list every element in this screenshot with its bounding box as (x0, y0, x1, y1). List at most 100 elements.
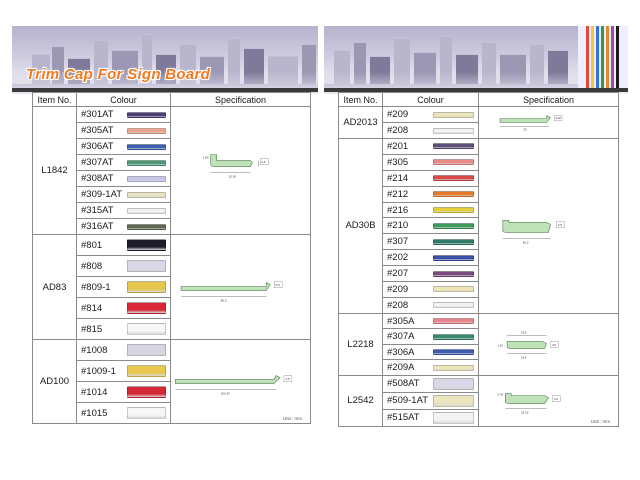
dim-height: 4.18 (555, 116, 561, 120)
item-no: L2542 (338, 374, 383, 427)
colour-swatch (432, 238, 475, 245)
header-colour: Colour (381, 92, 480, 107)
colour-code: #216 (382, 201, 433, 219)
colour-swatch (432, 411, 475, 424)
colour-swatch (432, 377, 475, 390)
colour-swatch (126, 143, 167, 150)
colour-code: #316AT (76, 218, 127, 235)
dim-width: 18.5 (521, 355, 527, 359)
dim-lip: 1.80 (203, 156, 209, 160)
colour-swatch (126, 111, 167, 118)
colour-code: #202 (382, 249, 433, 267)
colour-code: #308AT (76, 170, 127, 187)
spec-cell: 18.5 18.5 1.42 4.5 (478, 312, 620, 376)
item-no: AD2013 (338, 106, 383, 139)
header-item-no: Item No. (338, 92, 383, 107)
colour-swatch (432, 364, 475, 371)
colour-code: #306A (382, 343, 433, 361)
item-no: AD83 (32, 234, 77, 340)
page-title: Trim Cap For Sign Board (26, 66, 211, 83)
unit-label: Unit : mm (590, 418, 611, 424)
colour-swatch (126, 159, 167, 166)
item-no: L2218 (338, 312, 383, 376)
colour-swatch (432, 302, 475, 309)
dim-top-width: 18.5 (521, 330, 527, 334)
colour-code: #305A (382, 312, 433, 330)
colour-swatch (432, 159, 475, 166)
dim-height: 4.5 (276, 283, 280, 287)
colour-code: #201 (382, 138, 433, 155)
colour-code: #1015 (76, 402, 127, 424)
colour-swatch (126, 191, 167, 198)
colour-code: #307AT (76, 154, 127, 171)
profile-diagram-ad100: 100.30 4.5 (175, 375, 293, 395)
colour-code: #1009-1 (76, 360, 127, 382)
dim-width: 20.30 (229, 174, 237, 178)
unit-label: Unit : mm (282, 416, 303, 421)
colour-code: #301AT (76, 106, 127, 123)
city-banner: Trim Cap For Sign Board (12, 26, 318, 94)
colour-swatch (432, 318, 475, 325)
dim-width: 100.30 (221, 391, 230, 395)
dim-width: 30.3 (523, 240, 529, 244)
item-no: AD30B (338, 138, 383, 314)
spec-cell: 80.3 4.5 (170, 234, 312, 340)
colour-code: #1008 (76, 339, 127, 361)
trim-cap-coils-image (578, 26, 628, 94)
colour-code: #307A (382, 328, 433, 345)
colour-code: #209A (382, 359, 433, 376)
colour-swatch (432, 349, 475, 356)
spec-cell: 100.30 4.5 Unit : mm (170, 339, 312, 424)
profile-diagram-ad30b: 30.3 4.5 (502, 220, 565, 244)
item-no: AD100 (32, 339, 77, 424)
colour-code: #212 (382, 185, 433, 203)
colour-code: #801 (76, 234, 127, 256)
colour-swatch (432, 127, 475, 134)
profile-diagram-l2542: 25.20 2.42 4.5 (498, 392, 561, 414)
colour-code: #305 (382, 153, 433, 171)
profile-diagram-l1842: 20.30 4.5 1.80 (203, 154, 269, 178)
profile-diagram-ad2013: 20 4.18 (499, 115, 563, 131)
colour-swatch (432, 111, 475, 118)
dim-height: 4.5 (558, 223, 562, 227)
colour-swatch (432, 175, 475, 182)
colour-code: #815 (76, 318, 127, 340)
colour-swatch (126, 302, 167, 314)
colour-swatch (126, 260, 167, 272)
colour-code: #809-1 (76, 276, 127, 298)
right-page: Item No. Colour Specification AD2013 #20… (324, 26, 628, 450)
dim-height: 4.5 (554, 397, 558, 401)
colour-swatch (126, 386, 167, 398)
header-colour: Colour (75, 92, 172, 107)
dim-height: 4.5 (552, 343, 556, 347)
colour-code: #305AT (76, 122, 127, 139)
colour-code: #306AT (76, 138, 127, 155)
colour-code: #1014 (76, 381, 127, 403)
colour-code: #315AT (76, 202, 127, 219)
colour-swatch (432, 286, 475, 293)
colour-code: #307 (382, 233, 433, 251)
colour-code: #508AT (382, 374, 433, 393)
colour-swatch (126, 323, 167, 335)
colour-code: #209 (382, 106, 433, 123)
colour-swatch (126, 127, 167, 134)
header-specification: Specification (478, 92, 620, 107)
spec-cell: 25.20 2.42 4.5 Unit : mm (478, 374, 620, 427)
city-banner (324, 26, 628, 94)
colour-swatch (432, 191, 475, 198)
colour-swatch (432, 270, 475, 277)
item-no: L1842 (32, 106, 77, 235)
colour-swatch (432, 394, 475, 407)
colour-code: #808 (76, 255, 127, 277)
colour-swatch (432, 254, 475, 261)
colour-code: #309-1AT (76, 186, 127, 203)
colour-swatch (126, 365, 167, 377)
spec-cell: 20.30 4.5 1.80 (170, 106, 312, 235)
colour-swatch (432, 333, 475, 340)
spec-cell: 30.3 4.5 (478, 138, 620, 314)
colour-code: #814 (76, 297, 127, 319)
left-spec-table: Item No. Colour Specification L1842 #301… (32, 92, 312, 424)
colour-code: #515AT (382, 408, 433, 427)
dim-width: 20 (523, 127, 527, 131)
dim-width: 80.3 (221, 298, 227, 302)
